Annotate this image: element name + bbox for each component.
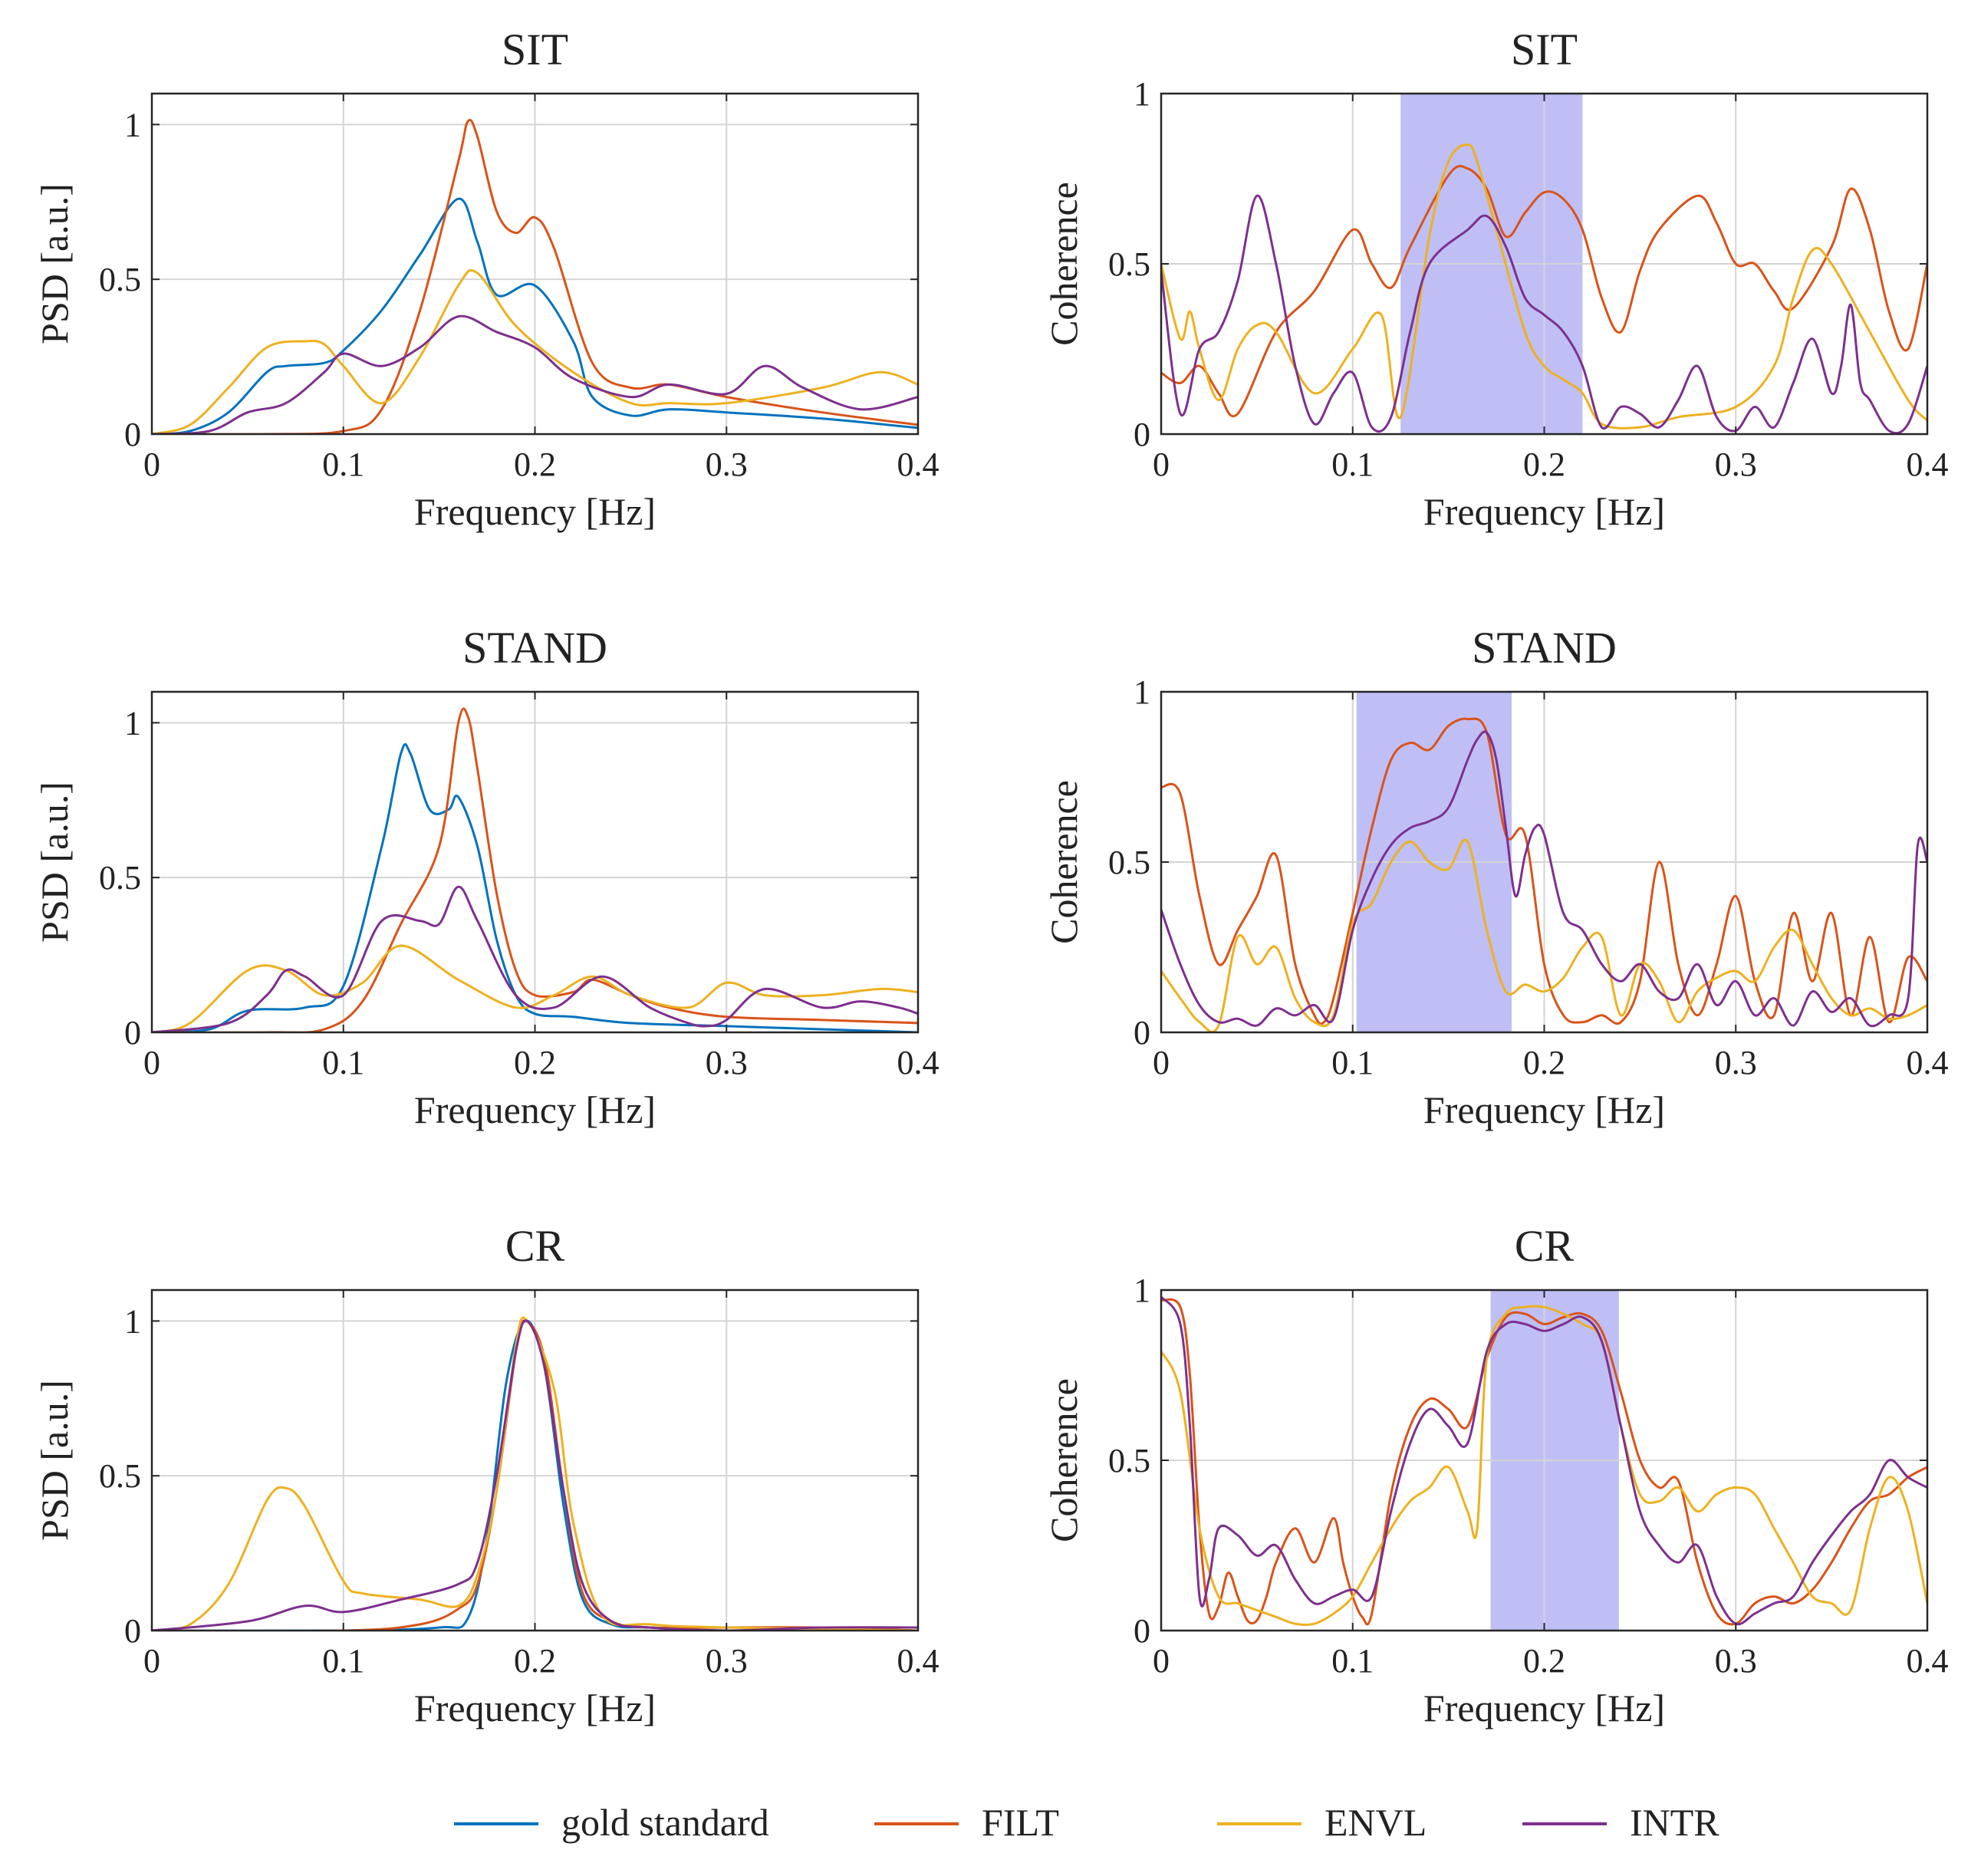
- y-tick-label: 0: [1134, 1014, 1150, 1052]
- panel-coh-cr: 0 0.1 0.2 0.3 0.4 0 0.5 1 CR Frequency [Hz] Cohere…: [1042, 1221, 1949, 1730]
- y-tick-label: 0: [1134, 416, 1150, 453]
- x-tick-label: 0.3: [1715, 1642, 1757, 1680]
- x-axis-label: Frequency [Hz]: [1423, 1687, 1665, 1730]
- x-tick-label: 0: [143, 446, 160, 483]
- panel-coh-stand: 0 0.1 0.2 0.3 0.4 0 0.5 1 STAND Frequency [Hz] Coh…: [1042, 623, 1949, 1131]
- panel-coh-sit: 0 0.1 0.2 0.3 0.4 0 0.5 1 SIT Frequency [Hz] Coher…: [1042, 25, 1949, 533]
- series-line-gold-standard: [152, 197, 918, 434]
- y-axis-label: Coherence: [1042, 780, 1085, 944]
- x-tick-label: 0.4: [1907, 1044, 1949, 1081]
- series-line-envl: [1161, 1305, 1927, 1626]
- y-tick-label: 0: [124, 416, 141, 453]
- x-axis-label: Frequency [Hz]: [414, 1687, 656, 1730]
- panel-title: CR: [505, 1221, 565, 1271]
- y-tick-label: 0: [124, 1612, 141, 1650]
- x-tick-label: 0.2: [1523, 1044, 1565, 1081]
- x-tick-label: 0.3: [706, 1044, 748, 1081]
- x-tick-label: 0: [143, 1642, 160, 1680]
- y-axis-label: PSD [a.u.]: [33, 1380, 76, 1541]
- y-axis-label: Coherence: [1042, 182, 1085, 346]
- x-tick-label: 0: [1153, 446, 1170, 483]
- series-line-intr: [152, 314, 918, 434]
- series-line-envl: [152, 268, 918, 434]
- series-line-intr: [152, 1319, 918, 1631]
- y-tick-label: 1: [1134, 1272, 1150, 1309]
- panel-psd-cr: 0 0.1 0.2 0.3 0.4 0 0.5 1 CR Frequency [Hz] PSD [a…: [33, 1221, 939, 1730]
- x-tick-label: 0.2: [514, 446, 556, 483]
- series-line-envl: [152, 1316, 918, 1631]
- y-tick-label: 0.5: [1108, 1442, 1150, 1479]
- panel-title: STAND: [1472, 623, 1617, 673]
- panel-title: CR: [1515, 1221, 1575, 1271]
- x-tick-label: 0.3: [1715, 446, 1757, 483]
- y-tick-label: 1: [124, 1302, 141, 1340]
- x-axis-label: Frequency [Hz]: [1423, 490, 1665, 533]
- series-line-filt: [1161, 717, 1927, 1025]
- x-tick-label: 0.1: [1331, 1642, 1374, 1680]
- series-line-envl: [1161, 143, 1927, 430]
- panel-title: SIT: [502, 25, 568, 74]
- x-tick-label: 0.4: [1907, 446, 1949, 483]
- series-line-envl: [152, 944, 918, 1032]
- x-tick-label: 0.4: [897, 1044, 939, 1081]
- x-tick-label: 0.2: [1523, 446, 1565, 483]
- panel-title: STAND: [462, 623, 607, 673]
- x-axis-label: Frequency [Hz]: [1423, 1088, 1665, 1131]
- panel-title: SIT: [1511, 25, 1578, 74]
- series-line-filt: [1161, 1298, 1927, 1626]
- y-axis-label: PSD [a.u.]: [33, 782, 76, 943]
- y-tick-label: 1: [1134, 673, 1150, 711]
- x-tick-label: 0.4: [897, 1642, 939, 1680]
- y-tick-label: 0.5: [99, 1457, 141, 1495]
- x-tick-label: 0.3: [706, 1642, 748, 1680]
- y-tick-label: 0: [124, 1014, 141, 1052]
- series-line-intr: [1161, 1295, 1927, 1626]
- legend-label: FILT: [982, 1801, 1059, 1844]
- y-tick-label: 0.5: [99, 859, 141, 897]
- x-axis-label: Frequency [Hz]: [414, 490, 656, 533]
- x-tick-label: 0.3: [706, 446, 748, 483]
- x-tick-label: 0.1: [322, 1044, 364, 1081]
- y-tick-label: 1: [124, 106, 141, 143]
- series-line-filt: [152, 707, 918, 1032]
- panel-psd-sit: 0 0.1 0.2 0.3 0.4 0 0.5 1 SIT Frequency [Hz] PSD […: [33, 25, 939, 533]
- panel-psd-stand: 0 0.1 0.2 0.3 0.4 0 0.5 1 STAND Frequency [Hz] PSD…: [33, 623, 939, 1131]
- x-tick-label: 0.1: [1331, 446, 1374, 483]
- series-line-filt: [1161, 165, 1927, 417]
- x-tick-label: 0.1: [322, 1642, 364, 1680]
- series-line-intr: [1161, 730, 1927, 1028]
- x-tick-label: 0.1: [1331, 1044, 1374, 1081]
- x-tick-label: 0.4: [1907, 1642, 1949, 1680]
- legend-label: gold standard: [561, 1801, 769, 1844]
- y-tick-label: 0: [1134, 1612, 1150, 1650]
- x-tick-label: 0.3: [1715, 1044, 1757, 1081]
- x-tick-label: 0: [1153, 1044, 1170, 1081]
- y-tick-label: 1: [1134, 75, 1150, 113]
- y-tick-label: 0.5: [99, 261, 141, 298]
- x-tick-label: 0.2: [1523, 1642, 1565, 1680]
- y-axis-label: Coherence: [1042, 1378, 1085, 1542]
- series-line-gold-standard: [152, 743, 918, 1032]
- y-tick-label: 0.5: [1108, 844, 1150, 881]
- x-tick-label: 0: [1153, 1642, 1170, 1680]
- x-tick-label: 0.4: [897, 446, 939, 483]
- y-axis-label: PSD [a.u.]: [33, 183, 76, 344]
- x-tick-label: 0.2: [514, 1642, 556, 1680]
- x-tick-label: 0.2: [514, 1044, 556, 1081]
- legend-label: ENVL: [1325, 1801, 1427, 1844]
- series-line-intr: [1161, 194, 1927, 434]
- series-line-envl: [1161, 838, 1927, 1032]
- y-tick-label: 0.5: [1108, 245, 1150, 283]
- series-line-intr: [152, 885, 918, 1032]
- legend-label: INTR: [1630, 1801, 1719, 1844]
- y-tick-label: 1: [124, 704, 141, 742]
- x-tick-label: 0.1: [322, 446, 364, 483]
- x-axis-label: Frequency [Hz]: [414, 1088, 656, 1131]
- x-tick-label: 0: [143, 1044, 160, 1081]
- legend: gold standard FILT ENVL INTR: [454, 1801, 1719, 1844]
